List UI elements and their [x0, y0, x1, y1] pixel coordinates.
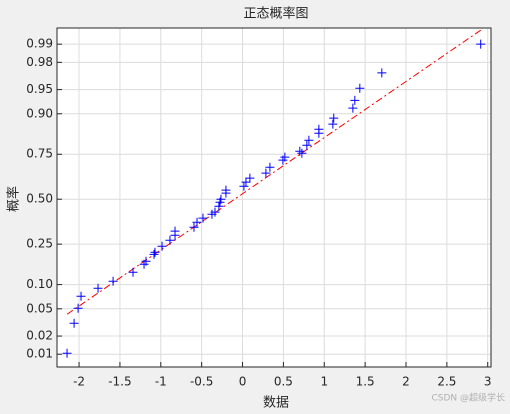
data-point	[314, 124, 324, 134]
data-point	[141, 256, 151, 266]
x-tick-label: 0.5	[274, 375, 293, 389]
data-point	[198, 213, 208, 223]
y-axis-label: 概率	[6, 186, 22, 212]
data-point	[192, 217, 202, 227]
data-point	[348, 103, 358, 113]
plot-area	[57, 28, 491, 367]
data-point	[62, 348, 72, 358]
y-tick-label: 0.10	[26, 277, 53, 291]
data-point	[239, 181, 249, 191]
data-point	[476, 39, 486, 49]
data-point	[304, 135, 314, 145]
data-point	[128, 267, 138, 277]
data-point	[221, 185, 231, 195]
data-point	[295, 146, 305, 156]
y-tick-label: 0.95	[26, 82, 53, 96]
x-tick-label: 2.5	[437, 375, 456, 389]
x-tick-label: 1.5	[356, 375, 375, 389]
data-point	[76, 291, 86, 301]
y-tick-label: 0.98	[26, 55, 53, 69]
y-tick-label: 0.75	[26, 147, 53, 161]
data-point	[328, 119, 338, 129]
axes-box	[56, 27, 492, 368]
data-point	[69, 318, 79, 328]
data-point	[302, 140, 312, 150]
data-point	[210, 207, 220, 217]
x-tick-label: 2	[402, 375, 410, 389]
data-point	[265, 162, 275, 172]
y-tick-label: 0.05	[26, 301, 53, 315]
data-point	[73, 303, 83, 313]
data-point	[157, 241, 167, 251]
reference-line	[66, 29, 481, 315]
data-point	[280, 152, 290, 162]
data-point	[355, 83, 365, 93]
data-point	[245, 173, 255, 183]
data-point	[150, 247, 160, 257]
data-point	[350, 95, 360, 105]
x-tick-label: 1	[320, 375, 328, 389]
y-tick-label: 0.50	[26, 192, 53, 206]
x-tick-label: 0	[239, 375, 247, 389]
data-point	[170, 226, 180, 236]
data-point	[261, 168, 271, 178]
data-point	[93, 283, 103, 293]
data-point	[241, 177, 251, 187]
data-point	[108, 276, 118, 286]
y-tick-label: 0.90	[26, 106, 53, 120]
x-tick-label: -2	[73, 375, 85, 389]
x-tick-label: -0.5	[190, 375, 213, 389]
data-point	[214, 201, 224, 211]
data-point	[149, 249, 159, 259]
watermark: CSDN @超级学长	[431, 392, 505, 404]
chart-title: 正态概率图	[243, 6, 308, 22]
x-tick-label: -1	[155, 375, 167, 389]
data-point	[189, 222, 199, 232]
y-tick-label: 0.99	[26, 37, 53, 51]
data-point	[329, 113, 339, 123]
data-point	[377, 68, 387, 78]
y-tick-label: 0.25	[26, 237, 53, 251]
data-point	[165, 235, 175, 245]
x-axis-label: 数据	[263, 396, 289, 411]
y-tick-label: 0.02	[26, 329, 53, 343]
x-tick-label: 3	[484, 375, 492, 389]
y-tick-label: 0.01	[26, 347, 53, 361]
data-point	[297, 148, 307, 158]
data-point	[216, 194, 226, 204]
x-tick-label: -1.5	[108, 375, 131, 389]
